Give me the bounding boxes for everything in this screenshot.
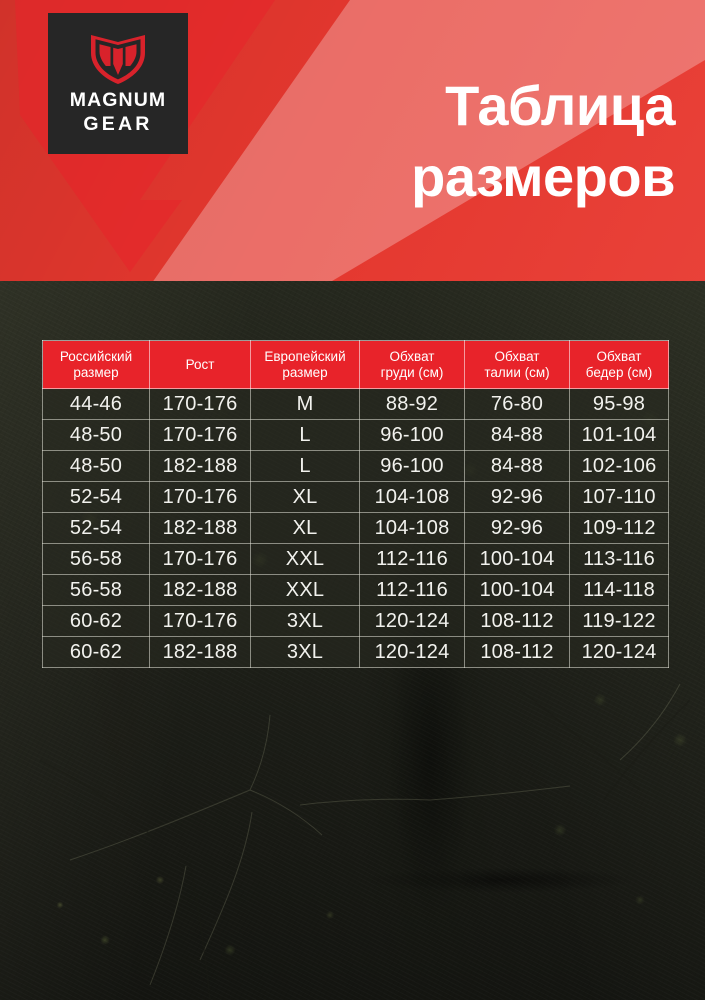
table-row: 56-58 182-188 XXL 112-116 100-104 114-118 [42,574,669,606]
table-column-header-line1: Обхват [389,348,435,364]
table-row: 60-62 170-176 3XL 120-124 108-112 119-122 [42,605,669,637]
table-cell: 182-188 [149,574,251,606]
table-cell: 170-176 [149,419,251,451]
table-cell: 104-108 [359,481,465,513]
magnum-shield-icon [91,35,145,84]
table-column-header-line2: размер [282,364,328,380]
table-cell: XL [250,481,360,513]
table-cell: 120-124 [359,636,465,668]
brand-name-line1: MAGNUM [69,89,167,111]
table-column-header-line2: талии (см) [484,364,550,380]
table-column-header-line2: груди (см) [380,364,444,380]
table-cell: 100-104 [464,543,570,575]
table-header-row: Российский размер Рост Европейский размер Обх… [42,340,669,389]
table-column-header-line1: Обхват [596,348,642,364]
table-cell: 96-100 [359,419,465,451]
table-column-header: Обхват бедер (см) [569,340,669,389]
table-cell: 108-112 [464,605,570,637]
table-cell: 100-104 [464,574,570,606]
table-cell: 84-88 [464,419,570,451]
table-cell: 170-176 [149,481,251,513]
table-column-header: Европейский размер [250,340,360,389]
table-cell: 109-112 [569,512,669,544]
table-cell: 120-124 [569,636,669,668]
table-cell: 113-116 [569,543,669,575]
table-cell: 48-50 [42,450,150,482]
table-column-header-line2: бедер (см) [585,364,653,380]
table-cell: 101-104 [569,419,669,451]
size-chart-table: Российский размер Рост Европейский размер Обх… [42,340,669,668]
table-cell: XXL [250,543,360,575]
table-cell: M [250,388,360,420]
table-row: 48-50 182-188 L 96-100 84-88 102-106 [42,450,669,482]
table-cell: 120-124 [359,605,465,637]
table-cell: 76-80 [464,388,570,420]
page-title: Таблица размеров [195,70,675,212]
table-body: 44-46 170-176 M 88-92 76-80 95-98 48-50 170-176… [42,388,669,668]
table-column-header-line1: Обхват [494,348,540,364]
table-cell: 170-176 [149,543,251,575]
table-cell: 92-96 [464,512,570,544]
table-cell: 52-54 [42,512,150,544]
table-cell: 108-112 [464,636,570,668]
table-cell: 3XL [250,605,360,637]
table-column-header-line1: Российский [59,348,133,364]
table-cell: 84-88 [464,450,570,482]
table-row: 52-54 182-188 XL 104-108 92-96 109-112 [42,512,669,544]
table-row: 52-54 170-176 XL 104-108 92-96 107-110 [42,481,669,513]
table-cell: XL [250,512,360,544]
table-cell: 56-58 [42,543,150,575]
table-header: Российский размер Рост Европейский размер Обх… [42,340,669,389]
table-cell: 3XL [250,636,360,668]
table-cell: 102-106 [569,450,669,482]
table-cell: 95-98 [569,388,669,420]
table-cell: 182-188 [149,512,251,544]
table-cell: 60-62 [42,636,150,668]
brand-logo: MAGNUM GEAR [48,13,188,154]
table-cell: 104-108 [359,512,465,544]
brand-wordmark: MAGNUM GEAR [69,89,167,135]
page-title-line2: размеров [411,145,675,209]
table-row: 44-46 170-176 M 88-92 76-80 95-98 [42,388,669,420]
table-row: 60-62 182-188 3XL 120-124 108-112 120-124 [42,636,669,668]
page-title-line1: Таблица [445,74,675,137]
table-cell: 112-116 [359,574,465,606]
table-column-header: Рост [149,340,251,389]
table-cell: 56-58 [42,574,150,606]
table-cell: 112-116 [359,543,465,575]
table-cell: 170-176 [149,605,251,637]
table-cell: 48-50 [42,419,150,451]
table-cell: 92-96 [464,481,570,513]
table-column-header: Обхват груди (см) [359,340,465,389]
table-cell: L [250,450,360,482]
table-column-header-line2: размер [73,364,119,380]
table-cell: 88-92 [359,388,465,420]
table-cell: 182-188 [149,636,251,668]
table-cell: 182-188 [149,450,251,482]
table-column-header: Российский размер [42,340,150,389]
table-cell: L [250,419,360,451]
table-column-header-line1: Европейский [264,348,346,364]
table-row: 48-50 170-176 L 96-100 84-88 101-104 [42,419,669,451]
table-cell: 44-46 [42,388,150,420]
table-cell: 96-100 [359,450,465,482]
table-cell: 114-118 [569,574,669,606]
table-cell: 170-176 [149,388,251,420]
table-cell: 60-62 [42,605,150,637]
table-cell: 107-110 [569,481,669,513]
table-row: 56-58 170-176 XXL 112-116 100-104 113-116 [42,543,669,575]
table-cell: 119-122 [569,605,669,637]
table-cell: 52-54 [42,481,150,513]
table-column-header-line1: Рост [185,356,215,372]
table-column-header: Обхват талии (см) [464,340,570,389]
table-cell: XXL [250,574,360,606]
brand-name-line2: GEAR [83,112,153,135]
